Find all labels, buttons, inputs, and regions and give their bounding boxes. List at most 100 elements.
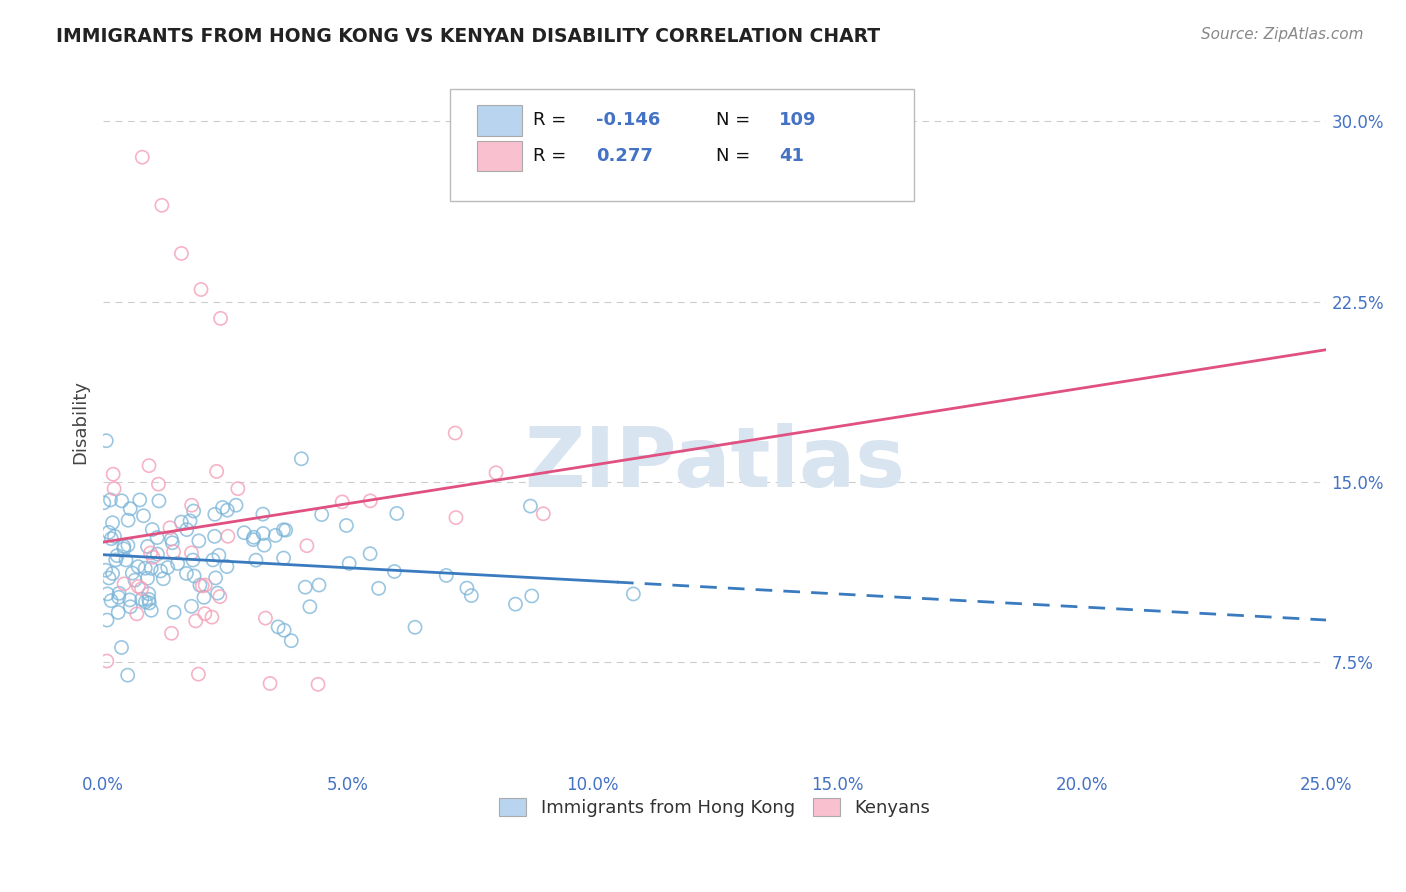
Point <box>100 593 122 607</box>
Point <box>117 668 139 682</box>
Point <box>204 571 226 585</box>
Point <box>187 533 209 548</box>
Text: 109: 109 <box>779 112 817 129</box>
Point <box>136 571 159 585</box>
Point <box>96 613 118 627</box>
Point <box>194 607 217 621</box>
Point <box>128 492 150 507</box>
Text: -0.146: -0.146 <box>596 112 661 129</box>
Point <box>184 614 207 628</box>
Point <box>138 458 160 473</box>
Point <box>139 546 162 560</box>
Point <box>131 582 153 596</box>
Text: R =: R = <box>533 147 567 165</box>
Point <box>176 566 198 581</box>
Point <box>295 539 318 553</box>
Point <box>131 592 153 607</box>
Point <box>209 311 232 326</box>
Point <box>274 523 297 537</box>
Point <box>160 532 183 546</box>
Point <box>187 667 209 681</box>
Point <box>225 498 247 512</box>
Point <box>117 538 139 552</box>
Point <box>101 467 124 482</box>
Point <box>141 603 163 617</box>
Point <box>117 513 139 527</box>
Point <box>131 150 153 164</box>
Point <box>125 607 148 621</box>
Point <box>146 547 169 561</box>
Point <box>136 540 159 554</box>
Point <box>118 593 141 607</box>
Text: N =: N = <box>716 147 749 165</box>
Point <box>103 482 125 496</box>
Point <box>190 283 212 297</box>
Point <box>160 626 183 640</box>
Point <box>100 532 122 546</box>
Point <box>208 549 231 563</box>
Point <box>337 557 360 571</box>
Point <box>298 599 321 614</box>
Point <box>252 507 274 521</box>
Point <box>162 544 184 558</box>
Point <box>201 610 224 624</box>
Point <box>194 578 217 592</box>
Point <box>385 507 408 521</box>
Text: N =: N = <box>716 112 749 129</box>
Point <box>170 246 193 260</box>
Point <box>112 541 135 556</box>
Point <box>124 573 146 587</box>
Point <box>105 549 128 563</box>
Point <box>142 550 165 565</box>
Point <box>93 496 115 510</box>
Point <box>96 434 118 448</box>
Text: 41: 41 <box>779 147 804 165</box>
Point <box>191 579 214 593</box>
Point <box>156 560 179 574</box>
Point <box>273 523 295 537</box>
Text: Source: ZipAtlas.com: Source: ZipAtlas.com <box>1201 27 1364 42</box>
Point <box>193 591 215 605</box>
Point <box>127 559 149 574</box>
Point <box>101 566 124 581</box>
Point <box>120 599 142 614</box>
Point <box>259 676 281 690</box>
Point <box>460 589 482 603</box>
Point <box>180 498 202 512</box>
Point <box>176 523 198 537</box>
Point <box>103 529 125 543</box>
Point <box>273 551 295 566</box>
Point <box>180 599 202 614</box>
Point <box>97 571 120 585</box>
Point <box>120 501 142 516</box>
Point <box>273 624 295 638</box>
Point <box>201 553 224 567</box>
Point <box>148 494 170 508</box>
Point <box>170 515 193 529</box>
Point <box>444 425 467 440</box>
Point <box>149 564 172 578</box>
Point <box>505 597 527 611</box>
Point <box>110 640 132 655</box>
Point <box>134 561 156 575</box>
Point <box>207 586 229 600</box>
Point <box>181 553 204 567</box>
Point <box>183 504 205 518</box>
Point <box>217 529 239 543</box>
Text: IMMIGRANTS FROM HONG KONG VS KENYAN DISABILITY CORRELATION CHART: IMMIGRANTS FROM HONG KONG VS KENYAN DISA… <box>56 27 880 45</box>
Point <box>179 514 201 528</box>
Point <box>294 580 316 594</box>
Point <box>621 587 644 601</box>
Point <box>519 499 541 513</box>
Point <box>166 557 188 571</box>
Point <box>104 553 127 567</box>
Point <box>359 547 381 561</box>
Point <box>444 510 467 524</box>
Point <box>254 611 277 625</box>
Point <box>205 464 228 478</box>
Point <box>163 605 186 619</box>
Point <box>204 529 226 543</box>
Point <box>100 492 122 507</box>
Point <box>335 518 357 533</box>
Point <box>217 503 239 517</box>
